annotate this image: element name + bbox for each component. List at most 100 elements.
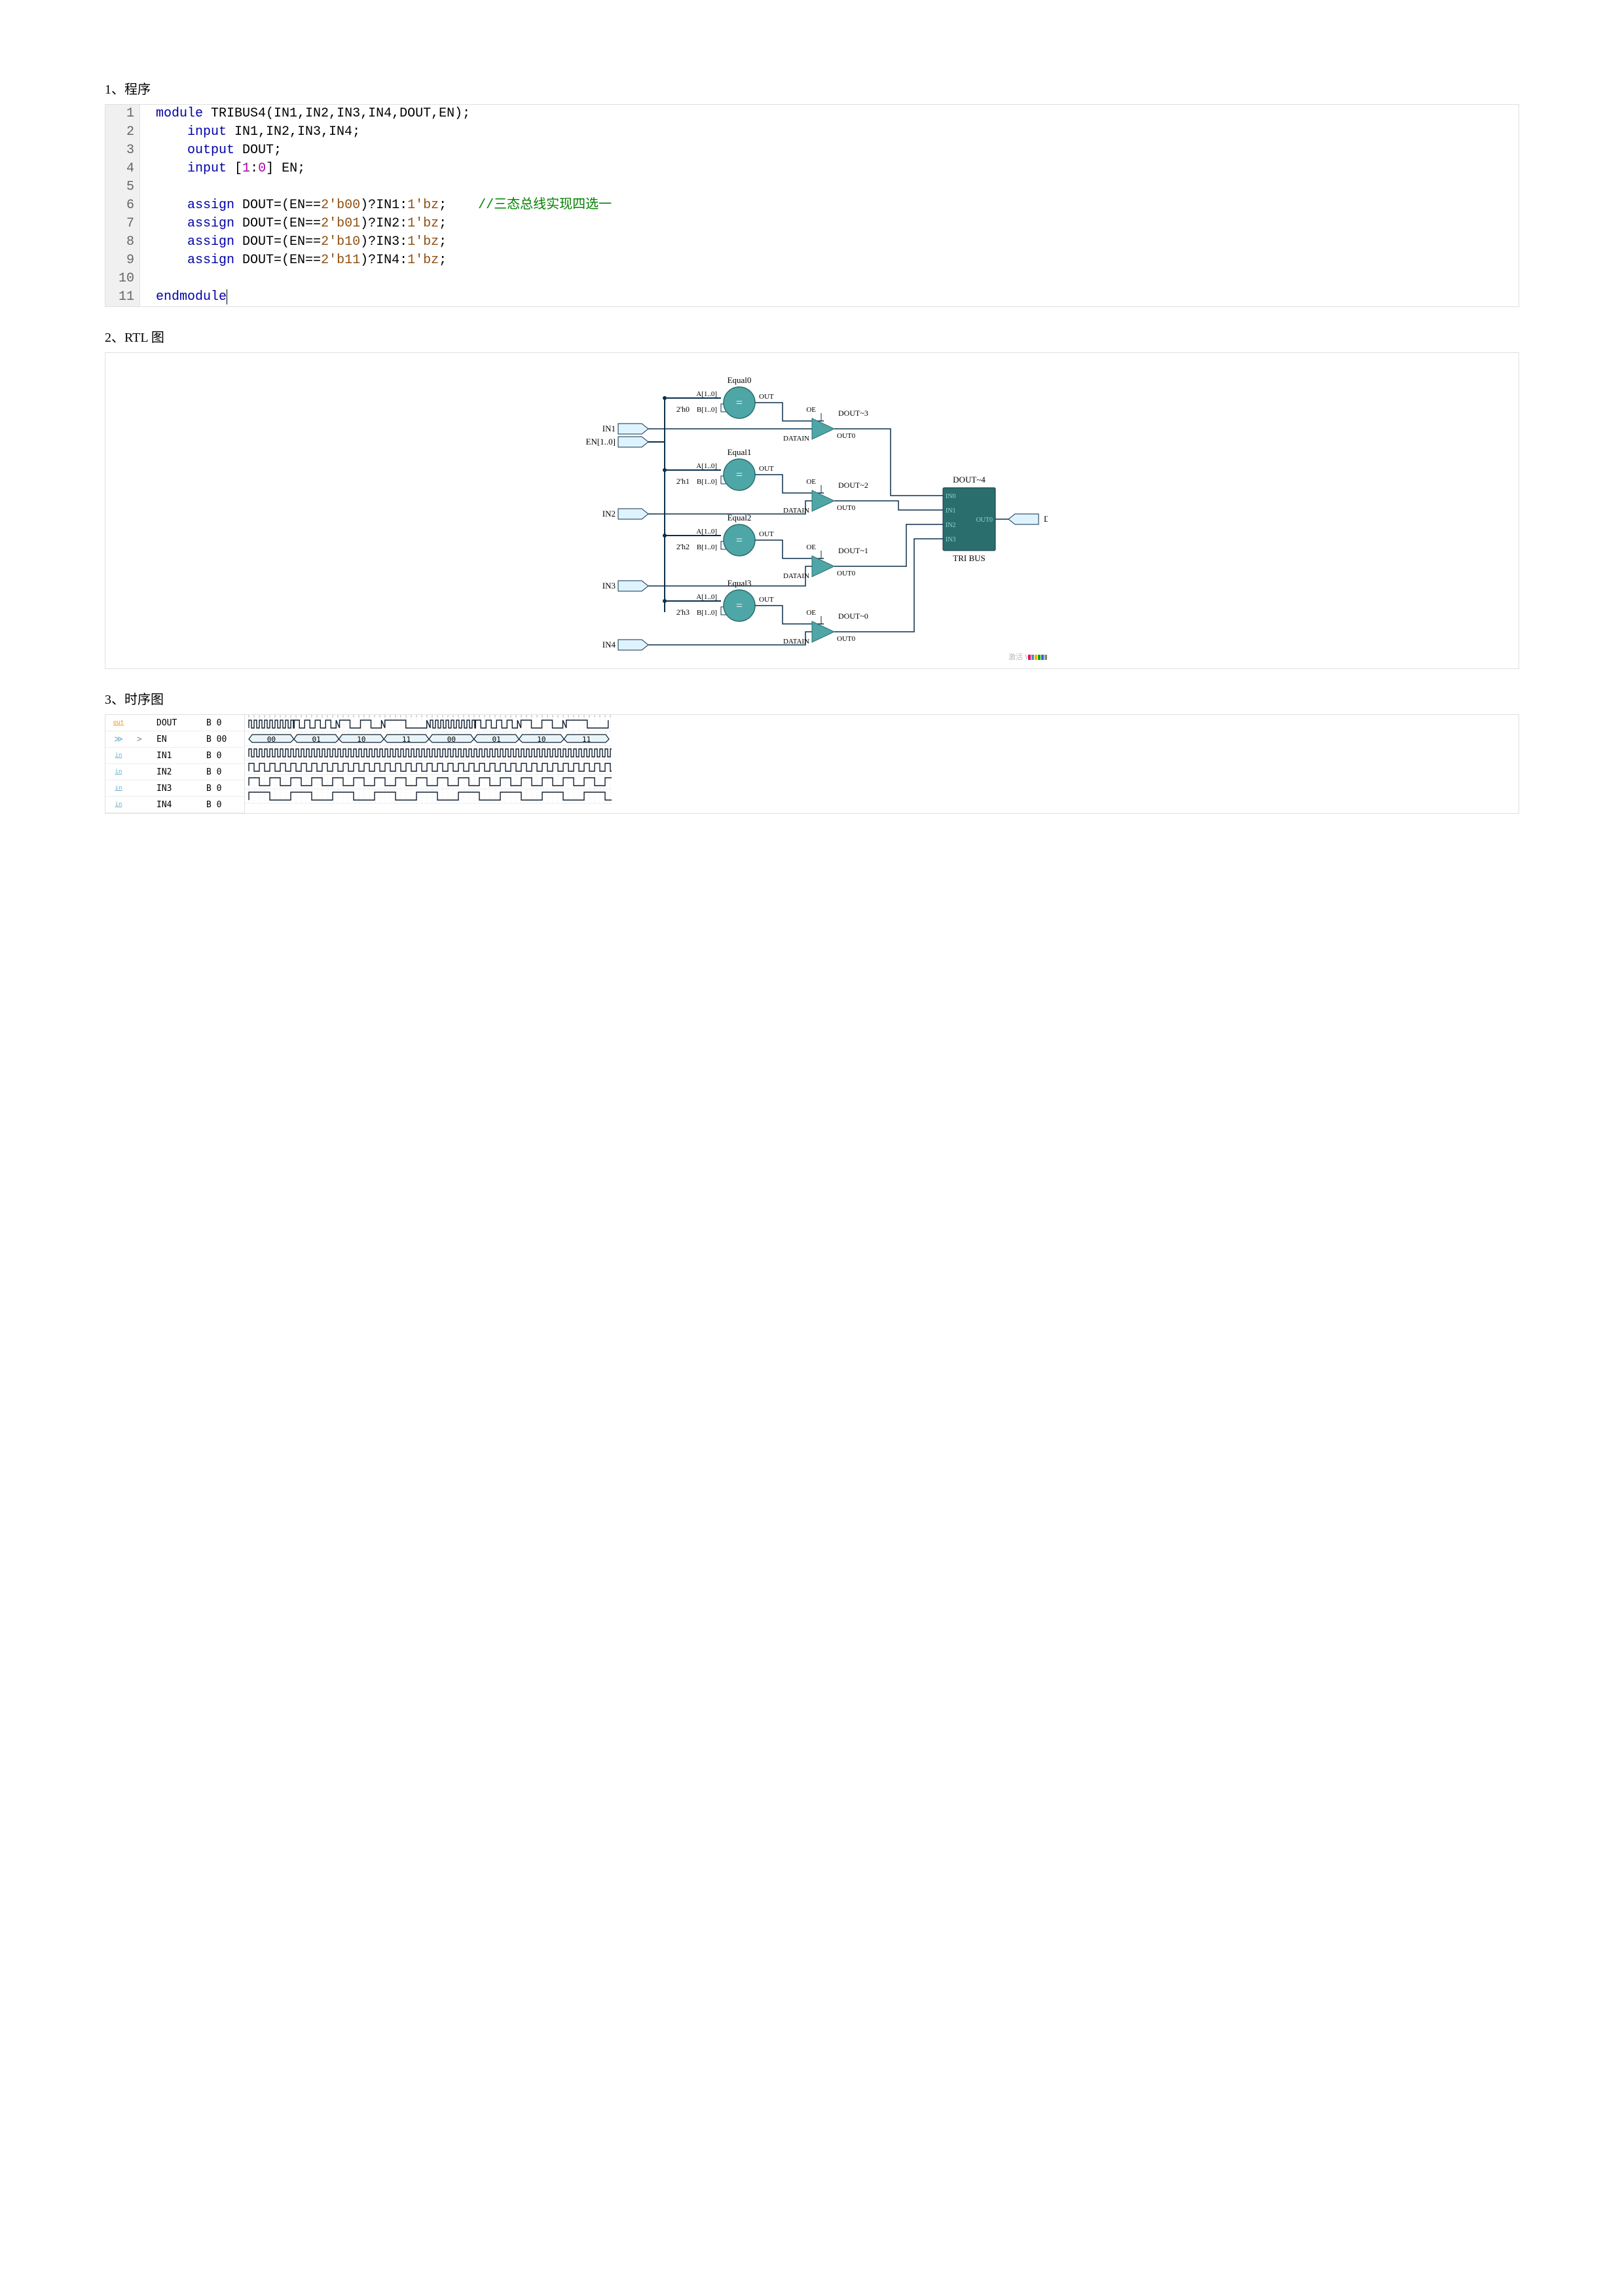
code-line: input IN1,IN2,IN3,IN4; [140, 123, 360, 141]
code-line [140, 178, 156, 196]
signal-value: B 0 [201, 797, 244, 813]
svg-text:A[1..0]: A[1..0] [696, 593, 717, 601]
line-number: 3 [105, 141, 140, 160]
code-line: assign DOUT=(EN==2'b11)?IN4:1'bz; [140, 251, 447, 270]
svg-text:A[1..0]: A[1..0] [696, 390, 717, 398]
signal-row: in IN3B 0 [105, 780, 244, 797]
code-line: output DOUT; [140, 141, 282, 160]
svg-text:2'h0: 2'h0 [676, 405, 690, 414]
signal-value: B 0 [201, 748, 244, 764]
svg-text:DOUT~0: DOUT~0 [838, 611, 868, 621]
svg-text:OUT0: OUT0 [837, 570, 856, 577]
svg-text:01: 01 [312, 735, 321, 744]
expand-cell[interactable] [132, 797, 151, 813]
svg-text:10: 10 [537, 735, 545, 744]
svg-text:B[1..0]: B[1..0] [697, 406, 717, 414]
line-number: 7 [105, 215, 140, 233]
svg-text:IN4: IN4 [602, 640, 616, 649]
svg-text:B[1..0]: B[1..0] [697, 609, 717, 617]
signal-name: IN3 [151, 780, 201, 797]
svg-text:DOUT: DOUT [1044, 514, 1048, 524]
in-icon: in [105, 797, 132, 813]
in-icon: in [105, 748, 132, 764]
code-line [140, 270, 156, 288]
svg-text:TRI BUS: TRI BUS [953, 553, 985, 563]
svg-text:OUT: OUT [759, 596, 774, 604]
svg-text:2'h1: 2'h1 [676, 477, 690, 486]
line-number: 6 [105, 196, 140, 215]
signal-row: in IN4B 0 [105, 797, 244, 813]
svg-text:OUT: OUT [759, 530, 774, 538]
code-line: input [1:0] EN; [140, 160, 305, 178]
in-icon: in [105, 780, 132, 797]
svg-text:OE: OE [806, 478, 816, 486]
svg-text:OUT0: OUT0 [837, 432, 856, 440]
rtl-diagram-container: IN1 EN[1..0] IN2 IN3 IN4 A[1..0] B[1..0] 2'h0 = E… [105, 352, 1519, 669]
signal-name: DOUT [151, 715, 201, 731]
svg-text:00: 00 [447, 735, 456, 744]
line-number: 2 [105, 123, 140, 141]
signal-row: in IN2B 0 [105, 764, 244, 780]
signal-value: B 00 [201, 731, 244, 748]
signal-row: inIN1B 0 [105, 748, 244, 764]
svg-text:IN3: IN3 [946, 536, 956, 543]
rtl-diagram: IN1 EN[1..0] IN2 IN3 IN4 A[1..0] B[1..0] 2'h0 = E… [576, 357, 1048, 665]
svg-text:OE: OE [806, 406, 816, 414]
svg-text:DOUT~1: DOUT~1 [838, 546, 868, 555]
expand-cell[interactable] [132, 748, 151, 764]
svg-text:EN[1..0]: EN[1..0] [586, 437, 616, 446]
svg-text:10: 10 [357, 735, 365, 744]
svg-text:IN1: IN1 [602, 424, 616, 433]
line-number: 11 [105, 288, 140, 306]
svg-text:01: 01 [492, 735, 501, 744]
svg-text:DATAIN: DATAIN [783, 638, 809, 646]
signal-value: B 0 [201, 764, 244, 780]
svg-text:OUT0: OUT0 [837, 504, 856, 512]
svg-text:=: = [736, 599, 743, 612]
code-line: assign DOUT=(EN==2'b10)?IN3:1'bz; [140, 233, 447, 251]
code-line: endmodule [140, 288, 227, 306]
line-number: 1 [105, 105, 140, 123]
svg-text:=: = [736, 468, 743, 481]
in-icon: in [105, 764, 132, 780]
svg-text:=: = [736, 396, 743, 409]
expand-cell[interactable] [132, 764, 151, 780]
code-line: assign DOUT=(EN==2'b00)?IN1:1'bz; //三态总线… [140, 196, 612, 215]
svg-text:2'h3: 2'h3 [676, 608, 690, 617]
line-number: 5 [105, 178, 140, 196]
expand-cell[interactable] [132, 715, 151, 731]
svg-text:B[1..0]: B[1..0] [697, 543, 717, 551]
timing-waveforms: 00 01 10 11 00 01 10 11 [245, 715, 612, 807]
signal-value: B 0 [201, 780, 244, 797]
line-number: 9 [105, 251, 140, 270]
svg-text:11: 11 [582, 735, 591, 744]
signal-row: ≫>ENB 00 [105, 731, 244, 748]
svg-text:00: 00 [267, 735, 276, 744]
svg-text:OUT0: OUT0 [837, 635, 856, 643]
svg-text:OUT: OUT [759, 393, 774, 401]
svg-text:DOUT~3: DOUT~3 [838, 409, 868, 418]
timing-diagram: outDOUTB 0≫>ENB 00inIN1B 0inIN2B 0inIN3B… [105, 714, 1519, 814]
expand-cell[interactable] [132, 780, 151, 797]
out-icon: out [105, 715, 132, 731]
svg-text:Equal0: Equal0 [728, 375, 752, 385]
svg-text:DATAIN: DATAIN [783, 435, 809, 443]
line-number: 10 [105, 270, 140, 288]
section-1-title: 1、程序 [105, 79, 1519, 98]
expand-cell[interactable]: > [132, 731, 151, 748]
signal-name: IN2 [151, 764, 201, 780]
svg-text:11: 11 [402, 735, 411, 744]
code-line: assign DOUT=(EN==2'b01)?IN2:1'bz; [140, 215, 447, 233]
svg-text:2'h2: 2'h2 [676, 542, 690, 551]
timing-signal-list: outDOUTB 0≫>ENB 00inIN1B 0inIN2B 0inIN3B… [105, 715, 245, 813]
svg-text:IN2: IN2 [946, 522, 956, 529]
line-number: 8 [105, 233, 140, 251]
signal-name: IN4 [151, 797, 201, 813]
signal-name: EN [151, 731, 201, 748]
svg-text:B[1..0]: B[1..0] [697, 478, 717, 486]
svg-text:DOUT~4: DOUT~4 [953, 475, 986, 484]
code-line: module TRIBUS4(IN1,IN2,IN3,IN4,DOUT,EN); [140, 105, 470, 123]
section-3-title: 3、时序图 [105, 689, 1519, 708]
svg-text:IN1: IN1 [946, 507, 956, 515]
svg-text:OE: OE [806, 609, 816, 617]
